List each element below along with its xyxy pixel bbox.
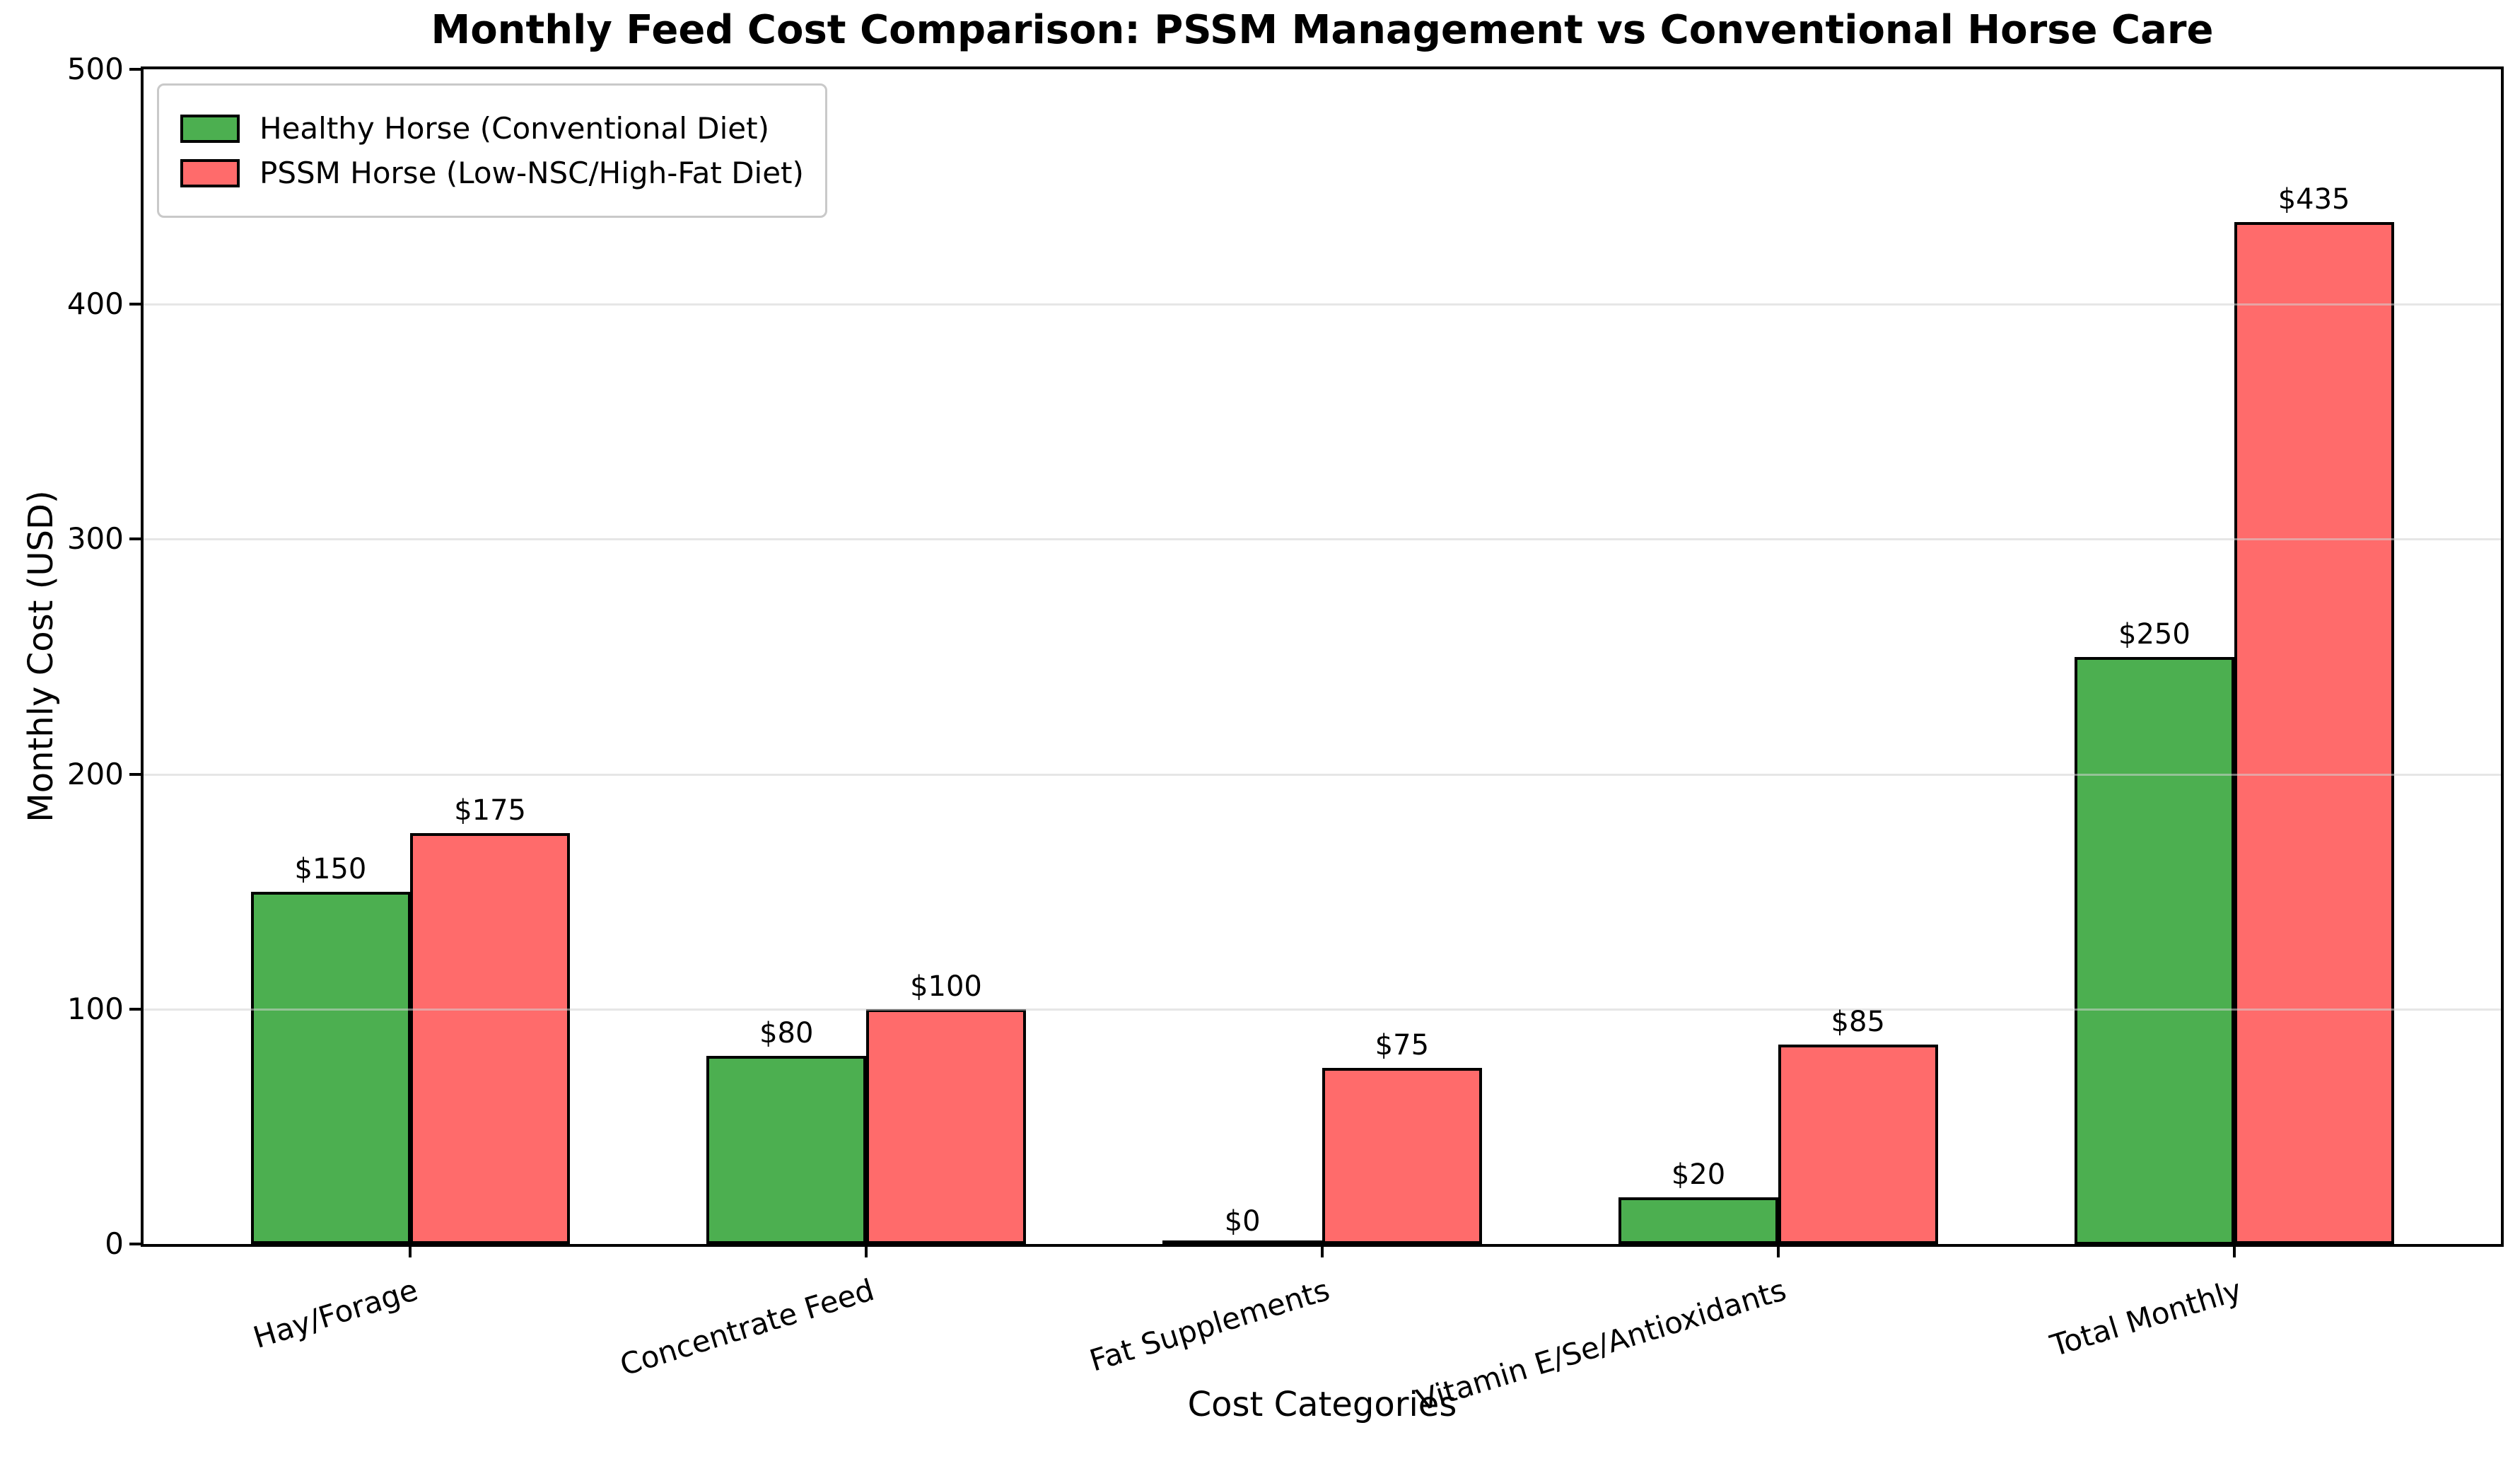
gridline-300	[144, 538, 2501, 541]
legend-label-pssm: PSSM Horse (Low-NSC/High-Fat Diet)	[259, 156, 804, 190]
bar-pssm-3	[1778, 1044, 1938, 1244]
x-tick-label-1: Concentrate Feed	[615, 1272, 878, 1383]
value-label-healthy-0: $150	[294, 852, 367, 885]
value-label-pssm-3: $85	[1831, 1005, 1885, 1038]
y-tick-mark-200	[129, 772, 141, 776]
y-tick-label-400: 400	[66, 286, 124, 322]
y-tick-label-0: 0	[105, 1226, 124, 1261]
y-tick-label-500: 500	[66, 52, 124, 86]
y-tick-label-300: 300	[66, 521, 124, 557]
plot-frame	[141, 66, 2504, 1247]
bar-pssm-1	[866, 1008, 1027, 1244]
x-tick-label-4: Total Monthly	[2046, 1272, 2246, 1364]
x-tick-label-0: Hay/Forage	[249, 1272, 422, 1356]
bar-healthy-1	[706, 1056, 867, 1245]
y-tick-label-100: 100	[66, 991, 124, 1026]
chart-title: Monthly Feed Cost Comparison: PSSM Manag…	[431, 7, 2214, 53]
value-label-pssm-4: $435	[2277, 182, 2350, 216]
y-tick-mark-400	[129, 303, 141, 306]
bar-healthy-0	[250, 891, 411, 1244]
value-label-healthy-2: $0	[1224, 1205, 1261, 1238]
y-tick-label-200: 200	[66, 756, 124, 791]
x-tick-label-2: Fat Supplements	[1085, 1272, 1334, 1378]
x-axis-label: Cost Categories	[1187, 1385, 1457, 1424]
y-tick-mark-300	[129, 537, 141, 541]
bar-healthy-4	[2075, 656, 2235, 1245]
value-label-pssm-1: $100	[910, 970, 982, 1003]
value-label-pssm-2: $75	[1375, 1028, 1430, 1062]
legend: Healthy Horse (Conventional Diet) PSSM Ho…	[157, 83, 827, 218]
value-label-healthy-3: $20	[1671, 1158, 1726, 1191]
gridline-400	[144, 303, 2501, 306]
legend-label-healthy: Healthy Horse (Conventional Diet)	[259, 111, 769, 146]
y-tick-mark-500	[129, 68, 141, 71]
x-tick-mark-4	[2232, 1247, 2236, 1257]
x-tick-mark-2	[1321, 1247, 1324, 1257]
legend-swatch-healthy-icon	[180, 114, 240, 143]
x-tick-mark-3	[1776, 1247, 1780, 1257]
y-tick-mark-100	[129, 1007, 141, 1011]
y-tick-mark-0	[129, 1243, 141, 1245]
gridline-100	[144, 1008, 2501, 1011]
bar-healthy-2	[1162, 1240, 1323, 1244]
value-label-healthy-1: $80	[759, 1017, 814, 1050]
x-tick-mark-0	[409, 1247, 412, 1257]
value-label-healthy-4: $250	[2118, 617, 2191, 651]
legend-entry-healthy: Healthy Horse (Conventional Diet)	[180, 111, 804, 146]
gridline-200	[144, 773, 2501, 776]
value-label-pssm-0: $175	[454, 794, 526, 827]
legend-swatch-pssm-icon	[180, 158, 240, 187]
bar-pssm-2	[1322, 1067, 1482, 1244]
plot-area: $150 $175 $80 $100 $0 $75 $20 $85 $250 $435	[144, 69, 2501, 1245]
bar-healthy-3	[1618, 1197, 1779, 1244]
bar-pssm-4	[2234, 221, 2394, 1244]
x-tick-mark-1	[865, 1247, 868, 1257]
legend-entry-pssm: PSSM Horse (Low-NSC/High-Fat Diet)	[180, 156, 804, 190]
bar-pssm-0	[410, 832, 571, 1244]
